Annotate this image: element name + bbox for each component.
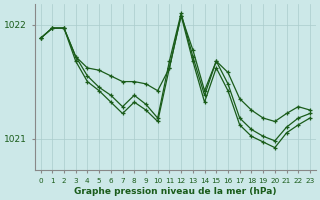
X-axis label: Graphe pression niveau de la mer (hPa): Graphe pression niveau de la mer (hPa) [74,187,276,196]
